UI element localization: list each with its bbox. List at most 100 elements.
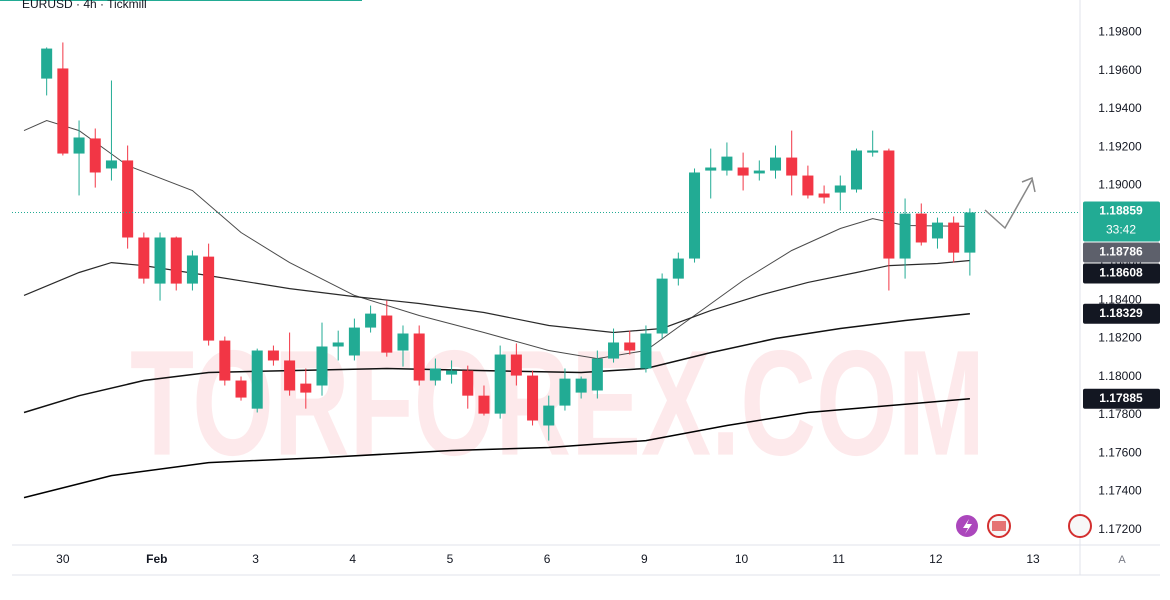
candle-body [931,222,943,239]
y-tick-label: 1.18200 [1098,331,1142,345]
candle-body [413,333,425,381]
candle-body [462,370,474,396]
candle-body [672,258,684,279]
price-tag [1083,303,1160,324]
candle-body [494,354,506,414]
candle-body [89,138,101,173]
price-tag [1083,263,1160,284]
candle-body [640,333,652,369]
candle-body [575,378,587,393]
candle-body [883,150,895,259]
x-tick-label: 9 [641,552,648,566]
candle-body [186,255,198,284]
event-icon-glyph [992,521,1006,531]
x-tick-label: 4 [349,552,356,566]
candle-body [235,380,247,398]
candle-body [397,333,409,351]
price-tag [1083,201,1160,242]
candle-body [802,175,814,196]
projection-arrow [984,176,1036,230]
y-tick-label: 1.19000 [1098,178,1142,192]
candle-body [705,167,717,171]
candle-body [41,48,53,79]
y-tick-label: 1.17400 [1098,484,1142,498]
event-icon[interactable] [1068,514,1092,538]
candle-body [850,150,862,190]
y-tick-label: 1.17200 [1098,522,1142,536]
candle-body [478,395,490,414]
candle-body [365,313,377,328]
price-tag-label: 1.18608 [1099,266,1143,280]
candle-body [721,156,733,171]
candle-body [73,137,85,154]
candle-body [964,212,976,253]
candle-body [510,354,522,376]
candle-body [446,370,458,375]
candle-body [138,237,150,279]
auto-scale-label[interactable]: A [1118,554,1126,566]
candle-body [608,342,620,359]
x-tick-label: 30 [56,552,70,566]
candle-body [737,167,749,176]
y-tick-label: 1.19800 [1098,25,1142,39]
x-tick-label: 12 [929,552,943,566]
candle-body [381,315,393,353]
candle-body [284,360,296,391]
price-tag-label: 1.18329 [1099,306,1143,320]
candle-body [300,383,312,393]
candle-body [786,157,798,176]
candle-body [203,256,215,341]
candle-body [429,368,441,381]
candle-body [834,185,846,193]
candle-body [769,157,782,171]
candle-body [105,160,117,169]
moving-average [23,397,970,499]
x-tick-label: 13 [1026,552,1040,566]
price-tag-label: 1.18786 [1099,245,1143,259]
candle-body [122,160,134,238]
event-icon-glyph [963,519,972,534]
moving-average [23,119,970,360]
x-tick-label: Feb [146,552,167,566]
plot-area [12,42,1080,499]
auto-scale-button[interactable] [1112,550,1132,570]
y-tick-label: 1.17600 [1098,445,1142,459]
y-tick-label: 1.18400 [1098,292,1142,306]
candle-body [154,237,166,284]
watermark: TORFOREX.COM [130,319,985,487]
candle-body [57,68,69,154]
candle-body [559,378,571,406]
candle-body [251,350,263,409]
chart-title: EURUSD · 4h · Tickmill [22,0,147,11]
y-tick-label: 1.19400 [1098,101,1142,115]
countdown: 33:42 [1106,223,1136,237]
candle-body [899,213,911,259]
x-tick-label: 5 [447,552,454,566]
y-tick-label: 1.17800 [1098,407,1142,421]
x-tick-label: 6 [544,552,551,566]
candle-body [170,237,182,284]
x-tick-label: 3 [252,552,259,566]
candle-body [543,405,555,426]
price-tag-label: 1.17885 [1099,391,1143,405]
price-tag [1083,242,1160,263]
candle-body [527,375,539,421]
price-tag [1083,388,1160,409]
candle-body [818,193,830,198]
y-tick-label: 1.19600 [1098,63,1142,77]
candle-body [219,340,231,381]
y-tick-label: 1.18000 [1098,369,1142,383]
candle-body [867,150,879,153]
candle-body [915,213,927,243]
x-tick-label: 11 [832,552,845,566]
event-icons [956,514,1092,538]
candle-body [656,278,668,334]
candle-body [267,350,279,361]
candle-body [948,222,960,253]
candle-body [591,358,603,391]
candle-body [332,342,344,347]
candle-body [348,327,360,356]
candle-body [316,346,328,386]
